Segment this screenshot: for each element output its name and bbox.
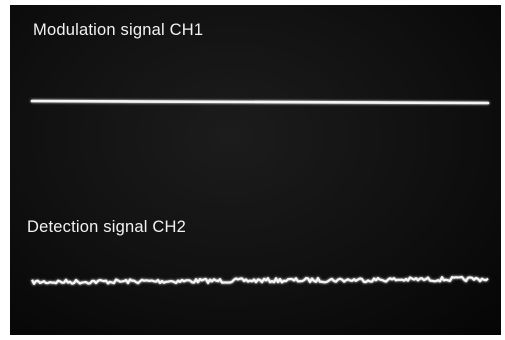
ch1-label: Modulation signal CH1 [33, 21, 204, 39]
ch1-trace [30, 99, 490, 105]
ch2-trace [31, 275, 489, 285]
ch2-label: Detection signal CH2 [27, 218, 186, 236]
traces-svg [30, 99, 490, 285]
oscilloscope-screen: Modulation signal CH1 Detection signal C… [10, 5, 501, 335]
